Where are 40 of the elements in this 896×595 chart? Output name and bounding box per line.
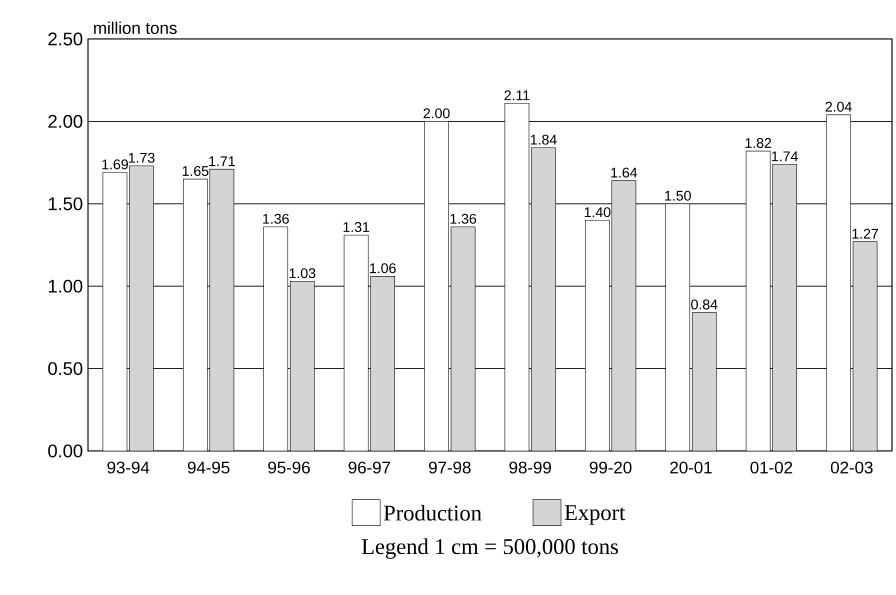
data-label: 1.82 <box>746 138 772 148</box>
data-label: 2.04 <box>826 102 852 112</box>
data-label: 1.50 <box>665 190 691 201</box>
data-label: 1.31 <box>344 222 370 232</box>
data-label: 1.71 <box>209 156 235 166</box>
data-label: 1.74 <box>772 151 798 162</box>
y-tick-label: 2.00 <box>48 114 82 128</box>
y-tick-label: 2.50 <box>48 32 82 46</box>
data-label: 2.11 <box>504 90 530 100</box>
y-tick-label: 0.00 <box>48 444 82 458</box>
x-tick-label: 98-99 <box>509 462 551 474</box>
text: Legend 1 cm = 500,000 tons <box>362 538 618 559</box>
x-tick-label: 99-20 <box>590 462 632 474</box>
data-label: 1.40 <box>584 207 610 218</box>
data-label: 1.69 <box>102 159 128 170</box>
data-label: 1.64 <box>611 168 638 178</box>
data-label: 0.84 <box>691 300 718 310</box>
x-tick-label: 93-94 <box>107 462 150 474</box>
data-label: 1.27 <box>852 228 878 239</box>
data-label: 1.36 <box>450 214 476 224</box>
data-label: 1.84 <box>530 134 557 145</box>
data-label: 1.73 <box>128 152 155 163</box>
data-label: 1.65 <box>182 166 208 176</box>
data-label: 1.06 <box>370 263 396 274</box>
x-tick-label: 02-03 <box>830 462 873 474</box>
x-tick-label: 94-95 <box>188 462 230 474</box>
data-label: 1.03 <box>290 268 316 278</box>
legend-label: Export <box>564 505 626 525</box>
x-tick-label: 96-97 <box>348 462 390 474</box>
y-axis-title: million tons <box>94 22 177 34</box>
data-label: 2.00 <box>424 108 450 118</box>
x-tick-label: 20-01 <box>670 462 712 474</box>
data-label: 1.36 <box>263 214 289 224</box>
x-tick-label: 01-02 <box>750 462 792 474</box>
x-tick-label: 95-96 <box>268 462 310 474</box>
y-tick-label: 1.00 <box>48 280 82 293</box>
y-tick-label: 0.50 <box>48 362 82 376</box>
x-tick-label: 97-98 <box>429 462 471 474</box>
y-tick-label: 1.50 <box>48 197 82 210</box>
legend-label: Production <box>384 504 482 521</box>
